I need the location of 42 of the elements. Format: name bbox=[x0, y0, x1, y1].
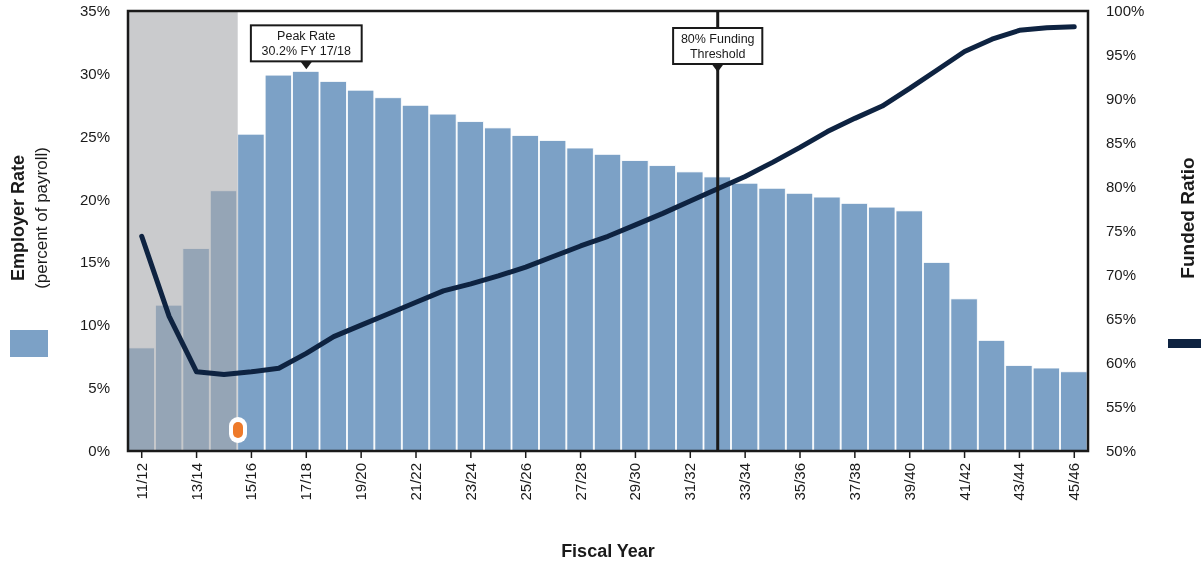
annotation: Peak Rate 30.2% FY 17/18 bbox=[261, 29, 352, 59]
x-tick-label: 43/44 bbox=[1010, 463, 1028, 501]
y2-tick-label: 70% bbox=[1106, 266, 1137, 283]
x-tick-label: 17/18 bbox=[297, 463, 315, 501]
x-tick-label: 21/22 bbox=[407, 463, 424, 501]
x-tick-label: 23/24 bbox=[461, 463, 479, 501]
x-tick-label: 19/20 bbox=[352, 463, 370, 501]
annotation: 80% Funding Threshold bbox=[680, 32, 755, 61]
y2-tick-label: 90% bbox=[1106, 90, 1137, 107]
y2-tick-label: 95% bbox=[1106, 46, 1137, 63]
y2-tick-label: 80% bbox=[1106, 178, 1137, 195]
y-tick-label: 15% bbox=[79, 253, 110, 271]
x-axis-title: Fiscal Year bbox=[561, 541, 655, 561]
y-tick-label: 5% bbox=[88, 379, 110, 397]
y2-tick-label: 85% bbox=[1106, 134, 1137, 151]
y-tick-label: 35% bbox=[79, 2, 110, 19]
x-tick-label: 29/30 bbox=[626, 463, 644, 501]
y2-tick-label: 50% bbox=[1106, 442, 1137, 459]
y2-tick-label: 60% bbox=[1106, 354, 1137, 371]
x-tick-label: 37/38 bbox=[845, 463, 863, 501]
x-tick-label: 41/42 bbox=[955, 463, 973, 501]
y2-tick-label: 55% bbox=[1106, 398, 1137, 415]
x-tick-label: 45/46 bbox=[1065, 463, 1083, 501]
x-tick-label: 25/26 bbox=[516, 463, 534, 501]
y2-axis-title: Funded Ratio bbox=[1177, 157, 1198, 279]
y2-tick-label: 100% bbox=[1106, 2, 1145, 19]
y2-tick-label: 75% bbox=[1106, 222, 1137, 239]
x-tick-label: 33/34 bbox=[736, 463, 754, 501]
y2-tick-label: 65% bbox=[1106, 310, 1137, 327]
y-tick-label: 0% bbox=[88, 442, 110, 459]
y-axis-title: Employer Rate (percent of payroll) bbox=[8, 147, 51, 289]
x-tick-label: 35/36 bbox=[791, 463, 808, 501]
x-tick-label: 27/28 bbox=[571, 463, 589, 501]
x-tick-label: 31/32 bbox=[681, 463, 699, 501]
x-tick-label: 15/16 bbox=[242, 463, 260, 501]
y-tick-label: 25% bbox=[79, 127, 110, 145]
x-tick-label: 13/14 bbox=[187, 463, 205, 501]
x-tick-label: 11/12 bbox=[132, 463, 150, 500]
y-tick-label: 30% bbox=[79, 64, 110, 82]
y-tick-label: 20% bbox=[79, 190, 110, 208]
y-tick-label: 10% bbox=[79, 316, 110, 334]
x-tick-label: 39/40 bbox=[900, 463, 918, 501]
